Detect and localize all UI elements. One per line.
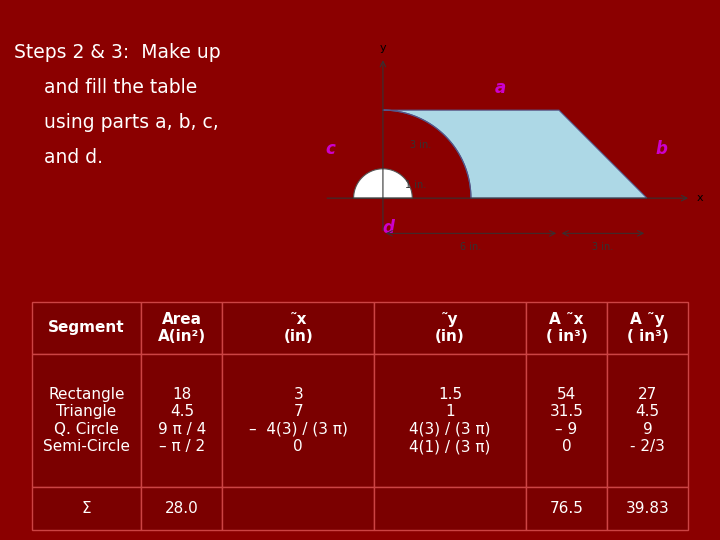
Text: using parts a, b, c,: using parts a, b, c, bbox=[14, 113, 219, 132]
Text: Steps 2 & 3:  Make up: Steps 2 & 3: Make up bbox=[14, 43, 221, 62]
Text: c: c bbox=[325, 140, 335, 158]
Text: x: x bbox=[697, 193, 703, 203]
Text: 6 in.: 6 in. bbox=[460, 242, 482, 252]
Text: and fill the table: and fill the table bbox=[14, 78, 198, 97]
Text: 3 in.: 3 in. bbox=[593, 242, 613, 252]
Text: 1 in.: 1 in. bbox=[405, 180, 426, 190]
Text: 3 in.: 3 in. bbox=[410, 140, 432, 150]
Polygon shape bbox=[354, 169, 413, 198]
Text: and d.: and d. bbox=[14, 148, 104, 167]
Text: b: b bbox=[656, 140, 667, 158]
Text: y: y bbox=[379, 43, 386, 53]
Text: a: a bbox=[495, 78, 506, 97]
Polygon shape bbox=[383, 110, 647, 198]
Text: d: d bbox=[383, 219, 395, 238]
